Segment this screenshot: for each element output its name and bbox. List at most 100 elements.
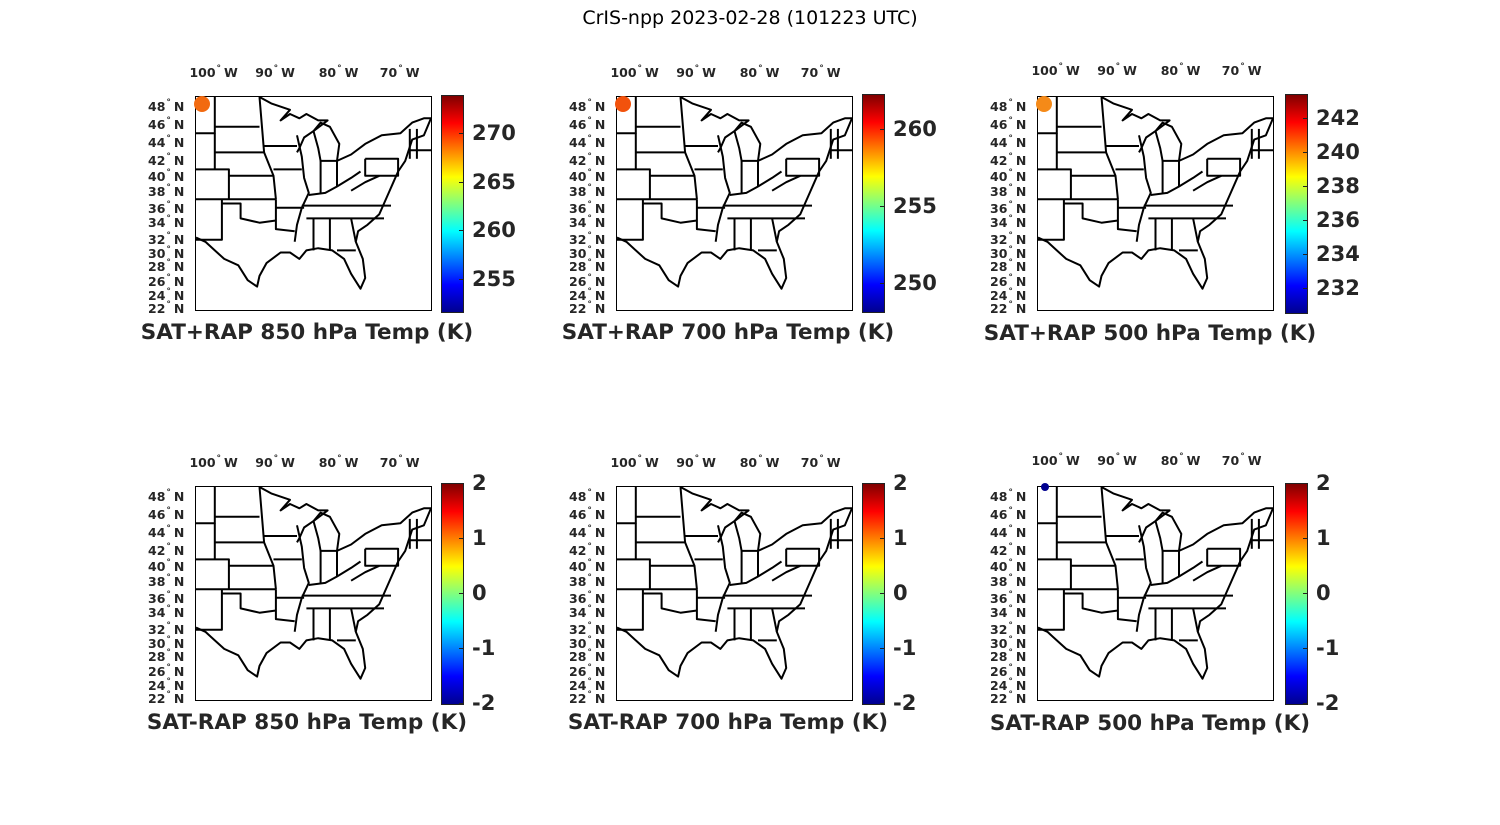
lat-value: 26: [569, 664, 587, 679]
degree-symbol: °: [1008, 245, 1013, 255]
lat-hemisphere: N: [594, 525, 606, 540]
lat-hemisphere: N: [173, 153, 185, 168]
lon-value: 80: [739, 455, 758, 470]
lat-hemisphere: N: [594, 153, 606, 168]
lat-value: 34: [569, 215, 587, 230]
lat-value: 24: [990, 678, 1008, 693]
degree-symbol: °: [1008, 590, 1013, 600]
boundary-line: [771, 218, 778, 242]
boundary-line: [616, 117, 853, 290]
lon-value: 80: [318, 455, 337, 470]
lat-value: 32: [990, 232, 1008, 247]
map-axes: [615, 96, 853, 311]
lat-tick-label: 32° N: [569, 621, 605, 637]
lon-tick-label: 90° W: [1097, 452, 1137, 468]
lon-value: 100: [610, 65, 637, 80]
colorbar-tick-label: 0: [893, 581, 908, 605]
lat-tick-label: 36° N: [990, 590, 1026, 606]
lat-tick-label: 40° N: [148, 168, 184, 184]
degree-symbol: °: [587, 648, 592, 658]
data-marker: [1036, 96, 1052, 112]
lat-value: 36: [990, 591, 1008, 606]
degree-symbol: °: [216, 454, 222, 464]
lat-value: 48: [148, 489, 166, 504]
degree-symbol: °: [1008, 231, 1013, 241]
degree-symbol: °: [694, 454, 700, 464]
boundary-line: [1101, 486, 1171, 543]
lat-value: 46: [990, 507, 1008, 522]
lat-value: 30: [990, 636, 1008, 651]
lon-value: 70: [800, 455, 819, 470]
lat-value: 44: [148, 135, 166, 150]
lat-tick-label: 32° N: [990, 231, 1026, 247]
boundary-line: [350, 608, 357, 632]
degree-symbol: °: [1008, 621, 1013, 631]
lat-tick-label: 38° N: [990, 573, 1026, 589]
lat-value: 30: [990, 246, 1008, 261]
lat-tick-label: 46° N: [148, 506, 184, 522]
boundary-line: [350, 564, 380, 582]
lat-hemisphere: N: [594, 215, 606, 230]
degree-symbol: °: [166, 573, 171, 583]
lat-tick-label: 42° N: [569, 542, 605, 558]
lat-tick-label: 30° N: [148, 635, 184, 651]
boundary-line: [1100, 486, 1119, 590]
boundary-line: [196, 558, 230, 590]
lat-value: 30: [148, 246, 166, 261]
lat-tick-label: 46° N: [990, 506, 1026, 522]
panel-title: SAT-RAP 500 hPa Temp (K): [989, 711, 1311, 736]
lat-value: 40: [148, 169, 166, 184]
colorbar-tick-mark: [459, 593, 463, 594]
colorbar-tick-mark: [880, 703, 884, 704]
boundary-line: [1192, 218, 1199, 242]
degree-symbol: °: [1008, 134, 1013, 144]
boundary-line: [258, 486, 277, 590]
lat-tick-label: 40° N: [569, 168, 605, 184]
lat-value: 44: [990, 135, 1008, 150]
degree-symbol: °: [587, 134, 592, 144]
lon-value: 90: [255, 65, 273, 80]
lat-hemisphere: N: [173, 288, 185, 303]
degree-symbol: °: [166, 690, 171, 700]
lon-tick-label: 90° W: [255, 64, 295, 80]
degree-symbol: °: [166, 542, 171, 552]
degree-symbol: °: [587, 245, 592, 255]
boundary-line: [1192, 564, 1222, 582]
boundary-line: [336, 117, 431, 162]
boundary-line: [1154, 511, 1183, 552]
degree-symbol: °: [166, 648, 171, 658]
boundary-line: [1135, 135, 1152, 242]
lat-value: 22: [148, 301, 166, 316]
colorbar-tick-label: -2: [893, 691, 917, 715]
degree-symbol: °: [398, 64, 403, 74]
lat-hemisphere: N: [1015, 525, 1027, 540]
colorbar-tick-mark: [1303, 703, 1307, 704]
degree-symbol: °: [1008, 573, 1013, 583]
boundary-line: [617, 558, 651, 590]
boundary-line: [617, 168, 651, 200]
lat-tick-label: 34° N: [148, 214, 184, 230]
boundary-line: [312, 121, 341, 162]
boundary-line: [1037, 117, 1274, 290]
lat-tick-label: 24° N: [569, 287, 605, 303]
lon-hemisphere: W: [765, 455, 780, 470]
lat-tick-label: 36° N: [569, 590, 605, 606]
lat-value: 24: [569, 288, 587, 303]
lat-tick-label: 46° N: [990, 116, 1026, 132]
lat-hemisphere: N: [594, 135, 606, 150]
lat-hemisphere: N: [594, 559, 606, 574]
data-marker: [1041, 483, 1049, 491]
boundary-line: [195, 117, 432, 290]
lat-value: 44: [990, 525, 1008, 540]
lat-value: 28: [990, 259, 1008, 274]
lat-tick-label: 42° N: [990, 152, 1026, 168]
colorbar-tick-mark: [1303, 254, 1307, 256]
lat-value: 28: [569, 649, 587, 664]
lat-value: 28: [990, 649, 1008, 664]
degree-symbol: °: [166, 524, 171, 534]
lat-tick-label: 22° N: [990, 300, 1026, 316]
lat-hemisphere: N: [173, 246, 185, 261]
boundary-line: [617, 487, 637, 525]
degree-symbol: °: [166, 677, 171, 687]
lat-hemisphere: N: [1015, 649, 1027, 664]
